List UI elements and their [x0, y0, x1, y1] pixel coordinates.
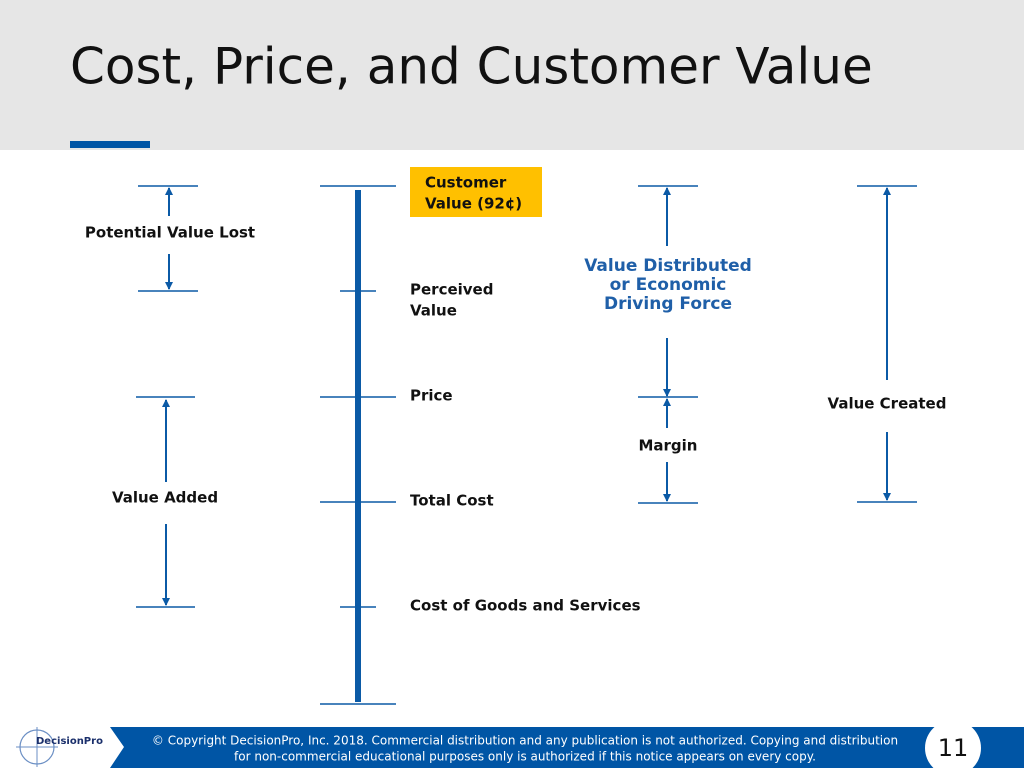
potential-value-lost: Potential Value Lost	[85, 224, 255, 242]
title-accent	[70, 141, 150, 148]
footer: DecisionPro © Copyright DecisionPro, Inc…	[16, 720, 1024, 768]
customer-value-label: Customer	[425, 174, 507, 192]
level-label: Perceived	[410, 281, 493, 299]
level-label: Price	[410, 387, 453, 405]
header-bg	[0, 0, 1024, 150]
footer-band	[110, 727, 1024, 768]
page-number: 11	[938, 734, 969, 762]
diagram: Customer Value (92¢) Perceived Value Pri…	[85, 167, 947, 705]
value-added: Value Added	[112, 489, 218, 507]
value-created: Value Created	[828, 395, 947, 413]
value-distributed: Value Distributed	[584, 256, 752, 276]
logo-text: DecisionPro	[36, 736, 103, 747]
title: Cost, Price, and Customer Value	[70, 38, 873, 96]
value-distributed: Driving Force	[604, 294, 732, 314]
level-label: Value	[410, 302, 457, 320]
copyright: for non-commercial educational purposes …	[234, 750, 816, 764]
margin: Margin	[638, 437, 697, 455]
level-label: Total Cost	[410, 492, 494, 510]
value-distributed: or Economic	[610, 275, 727, 295]
page-number-badge	[925, 720, 981, 768]
level-label: Cost of Goods and Services	[410, 597, 641, 615]
copyright: © Copyright DecisionPro, Inc. 2018. Comm…	[152, 734, 898, 748]
customer-value-label: Value (92¢)	[425, 195, 522, 213]
customer-value-box	[410, 167, 542, 217]
